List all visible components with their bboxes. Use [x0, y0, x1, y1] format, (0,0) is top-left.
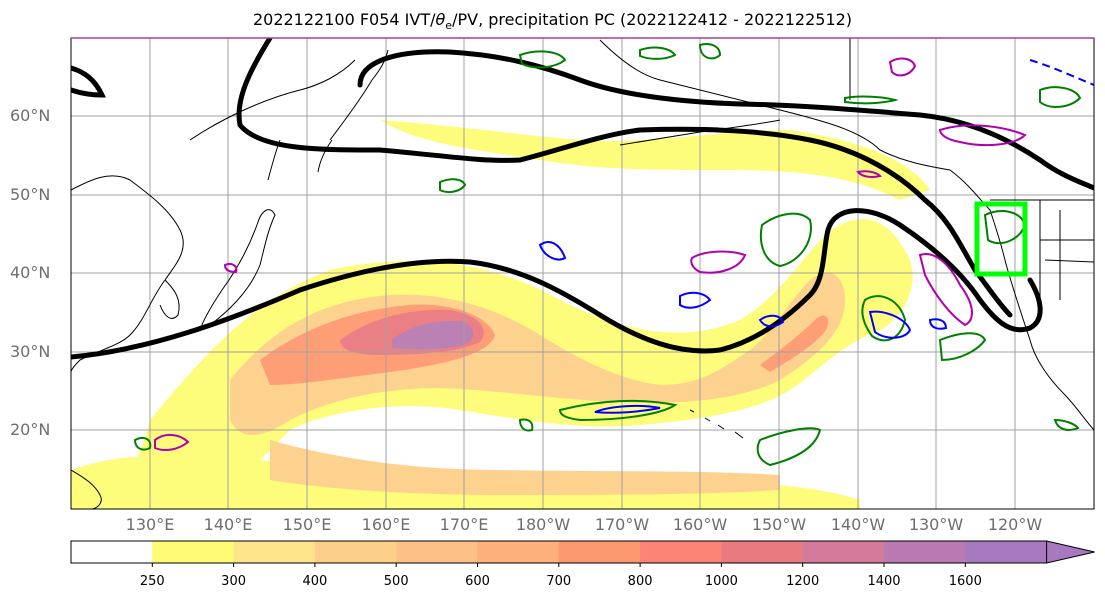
- pv-contour-12: [639, 46, 677, 60]
- ivt-band-400-south: [270, 440, 780, 495]
- pv-neg-contour-4: [594, 404, 661, 414]
- lon-label-140e: 140°E: [203, 515, 253, 534]
- pv-contour-14: [844, 95, 899, 105]
- lon-label-130w: 130°W: [908, 515, 964, 534]
- lon-label-150e: 150°E: [282, 515, 332, 534]
- colorbar-tick-label: 1600: [948, 574, 982, 589]
- pv-neg-contour-1: [538, 241, 567, 261]
- lon-label-170w: 170°W: [594, 515, 650, 534]
- lon-label-160e: 160°E: [361, 515, 411, 534]
- pv-contour-10: [133, 437, 152, 451]
- lat-label-50n: 50°N: [10, 185, 51, 204]
- lon-label-160w: 160°W: [672, 515, 728, 534]
- colorbar-segment: [558, 541, 641, 563]
- pv-contour-2: [861, 295, 907, 342]
- pv-contour-5: [938, 332, 987, 362]
- pv-contour-4: [756, 427, 822, 467]
- colorbar-tick-label: 700: [546, 574, 572, 589]
- colorbar-segment: [477, 541, 560, 563]
- coast-asia-mainland: [71, 175, 184, 373]
- coast-philippines: [71, 469, 102, 509]
- colorbar-tick-label: 1400: [867, 574, 901, 589]
- lon-label-180w: 180°W: [515, 515, 571, 534]
- colorbar-segment: [965, 541, 1048, 563]
- colorbar-tick-label: 400: [302, 574, 328, 589]
- pv-neg-contour-5: [758, 314, 785, 328]
- theta-e-contour-south: [71, 208, 1043, 360]
- lon-label-130e: 130°E: [125, 515, 175, 534]
- graticule: [71, 38, 1094, 509]
- coast-hawaii: [689, 409, 744, 439]
- highlight-box: [974, 201, 1028, 277]
- pv-contours: [133, 43, 1082, 467]
- coast-aleutians: [619, 119, 781, 146]
- colorbar-tick-label: 600: [465, 574, 490, 589]
- ivt-band-250-sw: [71, 457, 150, 509]
- pv-contour-13: [698, 43, 722, 60]
- pv-contour-3: [558, 399, 678, 422]
- pv-neg-contour-2: [679, 291, 712, 309]
- colorbar-segment: [314, 541, 397, 563]
- coast-japan: [199, 209, 276, 331]
- coast-korea: [159, 279, 180, 319]
- precip-contour-2: [918, 253, 973, 327]
- pv-contour-15: [1053, 418, 1080, 431]
- precip-contour-4: [888, 57, 917, 77]
- pv-contour-1: [760, 212, 812, 268]
- pv-neg-contour-3: [868, 310, 912, 339]
- colorbar-extend-arrow: [1046, 540, 1095, 564]
- pv-contour-8: [1039, 86, 1082, 108]
- colorbar-tick-label: 1200: [786, 574, 820, 589]
- lat-label-60n: 60°N: [10, 106, 51, 125]
- precip-contour-5: [154, 434, 190, 451]
- colorbar-tick-label: 800: [627, 574, 653, 589]
- colorbar-segment: [640, 541, 722, 563]
- map-title: 2022122100 F054 IVT/θe/PV, precipitation…: [252, 10, 853, 33]
- lon-label-170e: 170°E: [439, 515, 489, 534]
- pv-contour-7: [439, 178, 467, 194]
- ivt-shading: [71, 120, 930, 509]
- colorbar-segment: [152, 541, 235, 563]
- precip-contour-1: [690, 250, 747, 274]
- theta-e-contour-arctic: [357, 49, 1094, 191]
- colorbar-segment: [233, 541, 316, 563]
- colorbar-segment: [802, 541, 885, 563]
- lon-label-120w: 120°W: [987, 515, 1043, 534]
- lon-label-140w: 140°W: [830, 515, 886, 534]
- pv-neg-contour-7: [928, 318, 948, 330]
- colorbar-tick-label: 1000: [704, 574, 738, 589]
- colorbar-segment: [396, 541, 478, 563]
- theta-e-contour-north: [236, 38, 1013, 318]
- ivt-band-250-north: [380, 120, 930, 200]
- pv-negative-contours: [538, 59, 1094, 414]
- lat-label-30n: 30°N: [10, 342, 51, 361]
- pv-contour-11: [518, 418, 534, 432]
- border-us-states: [1039, 200, 1094, 300]
- coast-okhotsk: [189, 59, 356, 141]
- coast-alaska: [599, 39, 1094, 431]
- precip-pc-contours: [154, 57, 1027, 451]
- precip-contour-3: [938, 124, 1027, 147]
- precip-contour-7: [223, 262, 238, 274]
- colorbar-segment: [71, 541, 153, 563]
- colorbar-tick-label: 300: [221, 574, 247, 589]
- ivt-band-1400: [392, 320, 474, 350]
- colorbar-tick-label: 500: [383, 574, 409, 589]
- colorbar-segment: [884, 541, 966, 563]
- border-us-mexico: [1044, 259, 1094, 263]
- ivt-band-700-east: [760, 315, 829, 372]
- colorbar: [70, 540, 1095, 567]
- lat-label-20n: 20°N: [10, 420, 51, 439]
- colorbar-segment: [721, 541, 804, 563]
- pv-contour-9: [518, 50, 567, 69]
- lon-label-150w: 150°W: [751, 515, 807, 534]
- theta-e-contour-nw: [71, 65, 106, 98]
- theta-e-contours: [71, 38, 1094, 360]
- colorbar-tick-label: 250: [139, 574, 165, 589]
- precip-contour-6: [856, 170, 882, 178]
- lat-label-40n: 40°N: [10, 263, 51, 282]
- pv-neg-contour-6: [1029, 59, 1094, 86]
